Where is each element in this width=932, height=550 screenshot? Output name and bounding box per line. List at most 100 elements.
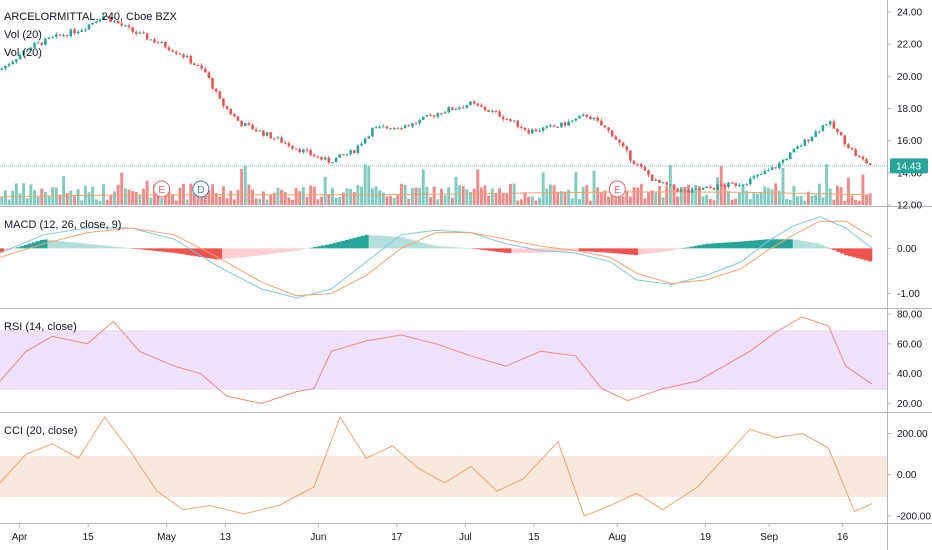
candle-body <box>563 122 567 126</box>
candle-body <box>0 68 4 70</box>
macd-histogram-bar <box>416 241 421 249</box>
macd-histogram-bar <box>372 235 377 249</box>
candle-body <box>425 115 429 117</box>
candle-body <box>127 25 131 28</box>
volume-bar <box>596 187 600 205</box>
macd-histogram-bar <box>594 248 599 252</box>
event-marker-label: E <box>158 185 165 196</box>
macd-histogram-bar <box>598 248 603 253</box>
candle-body <box>411 123 414 127</box>
volume-bar <box>196 190 200 205</box>
macd-histogram-bar <box>515 248 520 253</box>
candle-body <box>222 98 225 107</box>
volume-bar <box>418 187 422 205</box>
volume-bar <box>705 194 709 205</box>
volume-bar <box>785 199 789 205</box>
candle-body <box>560 122 563 128</box>
candle-body <box>679 189 683 192</box>
volume-bar <box>836 185 839 205</box>
volume-bar <box>160 198 164 205</box>
volume-bar <box>541 172 545 205</box>
macd-histogram-bar <box>705 243 710 249</box>
y-tick-label: 0.00 <box>897 470 917 481</box>
candle-body <box>225 106 229 109</box>
macd-histogram-bar <box>816 243 821 249</box>
candle-body <box>22 50 25 55</box>
volume-bar <box>756 193 760 205</box>
macd-histogram-bar <box>792 239 797 249</box>
volume-bar <box>854 199 858 205</box>
volume-bar <box>545 188 549 205</box>
candle-body <box>294 148 298 150</box>
volume-bar <box>294 187 298 205</box>
volume-bar <box>421 169 425 205</box>
candle-body <box>76 31 80 34</box>
macd-histogram-bar <box>471 248 476 249</box>
candle-body <box>534 129 538 132</box>
candle-body <box>509 119 512 121</box>
volume-bar <box>261 191 265 205</box>
volume-bar <box>454 176 458 205</box>
candle-body <box>458 107 461 109</box>
macd-histogram-bar <box>455 247 461 249</box>
candle-body <box>523 127 527 130</box>
volume-bar <box>280 189 284 205</box>
macd-histogram-bar <box>305 248 310 249</box>
macd-histogram-bar <box>677 248 683 249</box>
x-tick-label: 15 <box>83 532 95 543</box>
candle-body <box>494 110 498 112</box>
volume-bar <box>47 196 51 205</box>
volume-bar <box>632 187 636 205</box>
candle-body <box>131 27 134 32</box>
volume-bar <box>240 168 244 205</box>
macd-histogram-bar <box>384 236 389 249</box>
volume-bar <box>178 187 182 205</box>
macd-histogram-bar <box>764 239 770 249</box>
candle-body <box>770 167 774 170</box>
macd-histogram-bar <box>836 248 841 252</box>
candle-body <box>738 185 741 187</box>
macd-histogram-bar <box>630 248 635 255</box>
volume-bar <box>759 192 763 205</box>
macd-histogram-bar <box>178 248 183 254</box>
macd-histogram-bar <box>432 245 437 249</box>
event-marker-circle <box>153 180 171 198</box>
volume-bar <box>603 190 607 205</box>
candle-body <box>40 42 44 45</box>
rsi-line <box>0 316 873 405</box>
candle-body <box>861 156 865 160</box>
macd-histogram-bar <box>265 248 270 255</box>
macd-histogram-bar <box>673 248 679 250</box>
macd-histogram-bar <box>646 248 651 254</box>
macd-histogram-bar <box>43 239 48 249</box>
rsi-band <box>0 330 887 390</box>
candle-body <box>483 106 487 111</box>
candle-body <box>182 54 185 58</box>
volume-bar <box>828 188 832 205</box>
macd-histogram-bar <box>412 240 417 249</box>
volume-bar <box>730 199 734 205</box>
y-axis-labels: 24.00 22.00 20.00 18.00 16.00 14.00 12.00 0.00 -… <box>887 8 931 522</box>
macd-histogram-bar <box>31 242 36 249</box>
macd-histogram-bar <box>174 248 179 254</box>
candle-body <box>778 162 781 169</box>
macd-histogram-bar <box>87 244 92 249</box>
x-tick-label: Sep <box>760 532 778 543</box>
volume-bar <box>320 196 324 205</box>
macd-histogram-bar <box>162 248 167 252</box>
candle-body <box>545 125 549 128</box>
volume-bar <box>628 196 632 205</box>
candle-body <box>730 182 734 184</box>
macd-histogram-bar <box>602 248 607 253</box>
candle-body <box>640 164 643 167</box>
candle-body <box>84 29 87 31</box>
cci-series <box>0 415 873 517</box>
candle-body <box>745 184 748 186</box>
candle-body <box>124 25 127 27</box>
candle-body <box>461 107 465 109</box>
candle-body <box>349 150 352 155</box>
candle-body <box>847 144 850 149</box>
volume-bar <box>694 184 698 205</box>
cci-band <box>0 456 887 497</box>
